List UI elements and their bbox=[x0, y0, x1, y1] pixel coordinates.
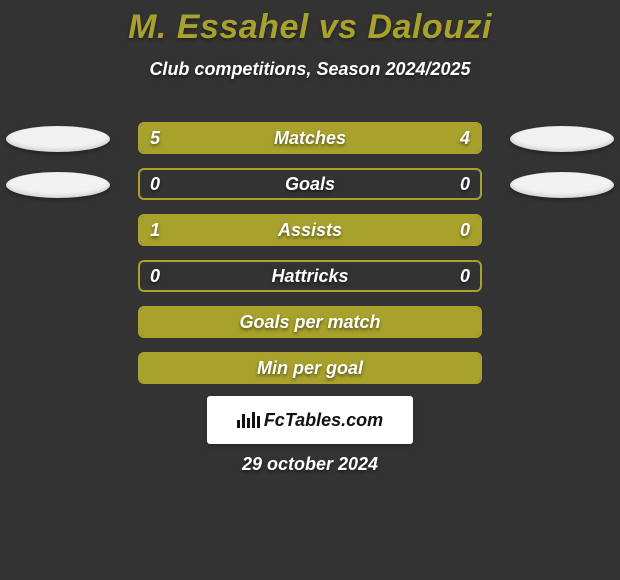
stat-rows: 54Matches00Goals10Assists00HattricksGoal… bbox=[0, 122, 620, 398]
stat-bar-fill-right bbox=[330, 124, 480, 152]
stat-value-left: 0 bbox=[140, 170, 170, 198]
stat-value-right: 0 bbox=[450, 262, 480, 290]
stat-row: 54Matches bbox=[0, 122, 620, 154]
brand-text: FcTables.com bbox=[264, 410, 383, 431]
stat-bar: 10Assists bbox=[138, 214, 482, 246]
stat-bar-fill-left bbox=[140, 308, 480, 336]
player-photo-left bbox=[6, 126, 110, 152]
brand-badge: FcTables.com bbox=[207, 396, 413, 444]
player-photo-right bbox=[510, 172, 614, 198]
stat-bar-fill-left bbox=[140, 216, 405, 244]
stat-bar-fill-left bbox=[140, 124, 330, 152]
stat-label: Hattricks bbox=[140, 262, 480, 290]
stat-row: 10Assists bbox=[0, 214, 620, 246]
stat-bar: 54Matches bbox=[138, 122, 482, 154]
stat-row: Min per goal bbox=[0, 352, 620, 384]
stat-row: 0 0Goals bbox=[0, 168, 620, 200]
page-subtitle: Club competitions, Season 2024/2025 bbox=[0, 59, 620, 80]
player-photo-right bbox=[510, 126, 614, 152]
stat-row: Goals per match bbox=[0, 306, 620, 338]
stat-label: Goals bbox=[140, 170, 480, 198]
stat-value-left: 0 bbox=[140, 262, 170, 290]
stat-bar: Min per goal bbox=[138, 352, 482, 384]
stat-bar-fill-right bbox=[405, 216, 480, 244]
page-title: M. Essahel vs Dalouzi bbox=[0, 0, 620, 47]
stat-bar: 0 0Hattricks bbox=[138, 260, 482, 292]
stat-row: 0 0Hattricks bbox=[0, 260, 620, 292]
stat-bar: Goals per match bbox=[138, 306, 482, 338]
bar-chart-icon bbox=[237, 412, 260, 428]
player-photo-left bbox=[6, 172, 110, 198]
stat-bar: 0 0Goals bbox=[138, 168, 482, 200]
stat-value-right: 0 bbox=[450, 170, 480, 198]
footer-date: 29 october 2024 bbox=[0, 454, 620, 475]
comparison-infographic: M. Essahel vs Dalouzi Club competitions,… bbox=[0, 0, 620, 580]
stat-bar-fill-left bbox=[140, 354, 480, 382]
